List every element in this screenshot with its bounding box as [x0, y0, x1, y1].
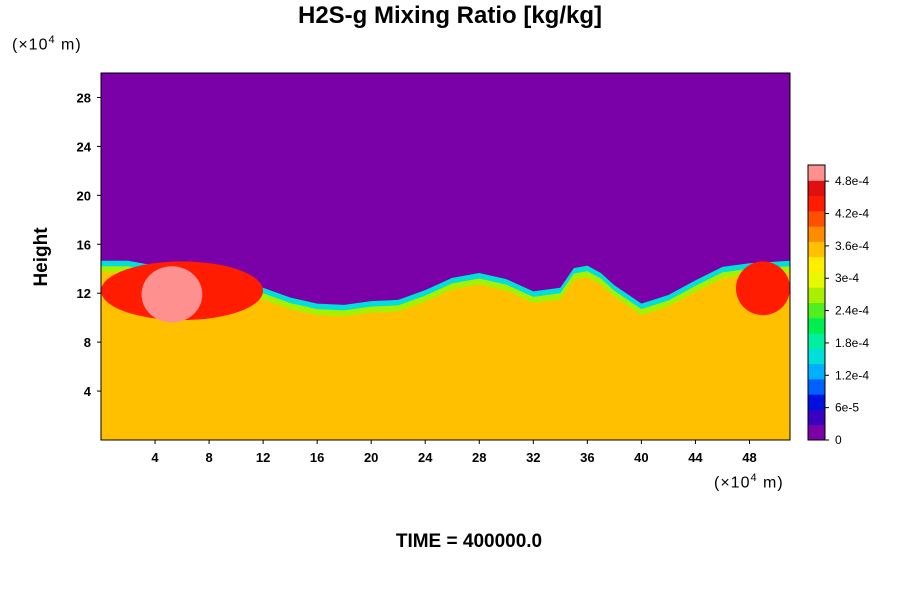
high-value-region-3	[735, 261, 790, 316]
heatmap-field	[101, 73, 790, 440]
x-tick-label: 8	[205, 450, 212, 465]
colorbar-swatch	[808, 424, 825, 441]
x-tick-label: 36	[580, 450, 594, 465]
colorbar-tick-label: 0	[835, 433, 842, 447]
chart-title: H2S-g Mixing Ratio [kg/kg]	[297, 2, 602, 29]
colorbar-swatch	[808, 210, 825, 227]
colorbar-swatch	[808, 302, 825, 319]
colorbar-tick-label: 3.6e-4	[835, 239, 869, 253]
y-tick-label: 24	[77, 139, 92, 154]
colorbar-swatch	[808, 348, 825, 365]
y-axis-unit: (×104 m)	[12, 34, 82, 54]
x-tick-label: 44	[688, 450, 703, 465]
colorbar-swatch	[808, 378, 825, 395]
y-tick-label: 12	[77, 286, 91, 301]
x-tick-label: 40	[634, 450, 648, 465]
colorbar-tick-label: 4.8e-4	[835, 174, 869, 188]
colorbar-swatch	[808, 333, 825, 349]
colorbar-tick-label: 4.2e-4	[835, 207, 869, 221]
x-axis-unit: (×104 m)	[714, 472, 784, 492]
colorbar-swatch	[808, 394, 825, 410]
colorbar-swatch	[808, 165, 825, 181]
plot-frame	[100, 72, 791, 441]
colorbar-tick-label: 2.4e-4	[835, 304, 869, 318]
y-tick-label: 16	[77, 237, 91, 252]
y-tick-label: 28	[77, 90, 91, 105]
x-tick-label: 12	[256, 450, 270, 465]
colorbar-swatch	[808, 256, 825, 273]
x-tick-label: 32	[526, 450, 540, 465]
y-tick-label: 4	[84, 384, 92, 399]
colorbar-tick-label: 1.2e-4	[835, 368, 869, 382]
colorbar-frame	[807, 164, 826, 441]
colorbar-swatch	[808, 317, 825, 334]
colorbar-swatch	[808, 180, 825, 197]
colorbar-swatch	[808, 409, 825, 426]
x-tick-label: 24	[418, 450, 433, 465]
colorbar-swatch	[808, 363, 825, 380]
x-tick-label: 48	[742, 450, 756, 465]
y-tick-label: 20	[77, 188, 91, 203]
y-tick-label: 8	[84, 335, 91, 350]
colorbar-swatch	[808, 226, 825, 242]
colorbar: 0 6e-5 1.2e-4 1.8e-4 2.4e-4 3e-4 3.6e-4 4.2e-4 4…	[807, 164, 869, 447]
lower-layer-region	[101, 272, 790, 440]
time-label: TIME = 400000.0	[395, 531, 543, 552]
y-axis-ticks: 4 8 12 16 20 24 28	[77, 90, 101, 399]
x-tick-label: 28	[472, 450, 486, 465]
x-axis-ticks: 4 8 12 16 20 24 28 32 36 40 44 48	[151, 440, 757, 465]
colorbar-swatch	[808, 271, 825, 288]
colorbar-tick-label: 6e-5	[835, 401, 859, 415]
colorbar-swatch	[808, 195, 825, 212]
x-tick-label: 4	[151, 450, 159, 465]
x-tick-label: 20	[364, 450, 378, 465]
colorbar-swatch	[808, 241, 825, 258]
colorbar-swatch	[808, 287, 825, 303]
high-value-region-2	[141, 266, 203, 323]
x-tick-label: 16	[310, 450, 324, 465]
colorbar-tick-label: 1.8e-4	[835, 336, 869, 350]
colorbar-tick-label: 3e-4	[835, 271, 859, 285]
